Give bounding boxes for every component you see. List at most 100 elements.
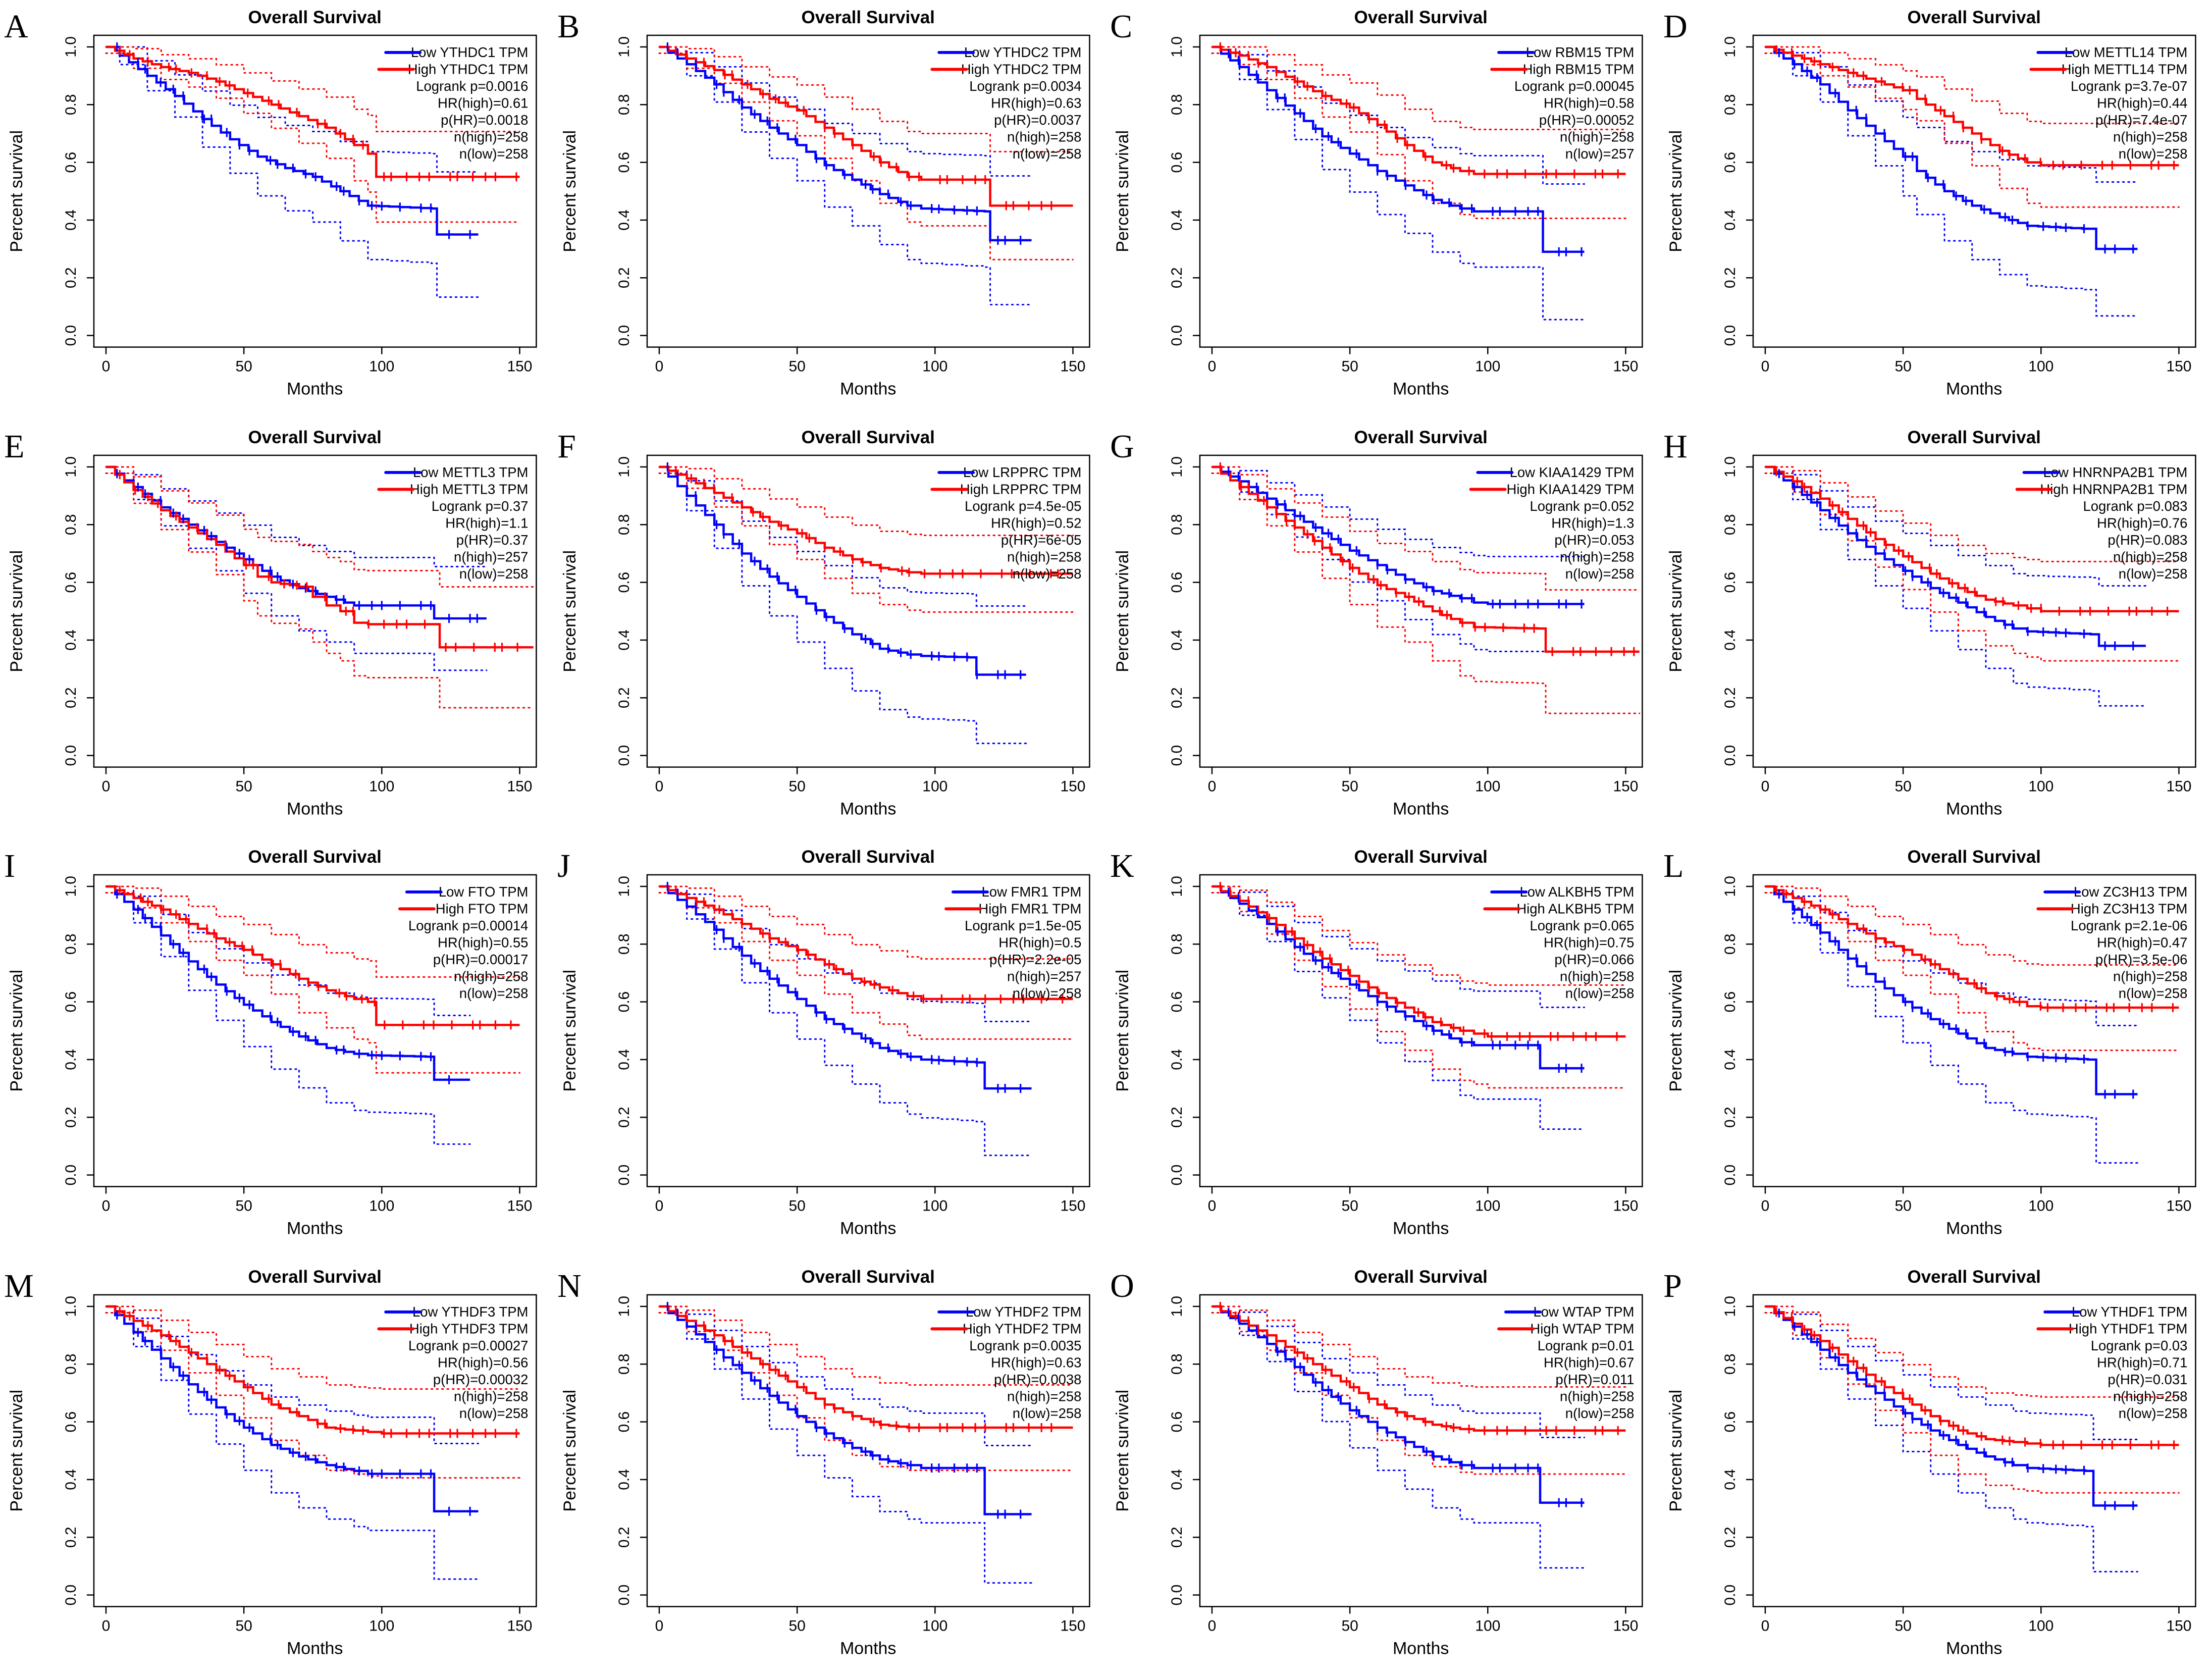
stat-line-4: n(low)=258 [459,1405,529,1421]
x-tick-label: 150 [2166,358,2191,375]
y-tick-label: 1.0 [1721,36,1738,58]
panel-title: Overall Survival [248,427,382,447]
confidence-interval-curves [1764,465,2180,707]
km-panel-O: O Overall Survival 0 50 100 150 0.0 0.2 0.4 0.6 0.… [1110,1267,1643,1658]
low-km-curve [106,45,479,236]
y-tick-label: 1.0 [1721,1296,1738,1317]
low-ci-curve [1211,1305,1586,1438]
legend-label-high: High RBM15 TPM [1523,61,1635,77]
y-axis-label: Percent survival [7,130,26,252]
stat-line-3: n(high)=257 [1007,968,1081,984]
stat-line-0: Logrank p=0.0034 [969,78,1081,94]
x-tick-label: 100 [922,1198,947,1215]
stat-line-1: HR(high)=0.58 [1544,95,1634,111]
low-ci-curve [105,46,480,173]
legend-label-high: High KIAA1429 TPM [1506,481,1634,497]
stat-line-1: HR(high)=0.52 [991,515,1081,531]
y-tick-label: 0.8 [1169,933,1185,955]
high-ci-curve [105,472,535,708]
low-km-curve [659,465,1026,676]
y-tick-label: 0.6 [1721,571,1738,593]
y-tick-label: 0.6 [63,991,79,1013]
y-tick-label: 0.0 [1721,1584,1738,1605]
high-km-curve [659,885,1073,1001]
low-ci-curve [1764,472,2146,707]
plot-box [1752,34,2196,348]
x-tick-label: 0 [1761,778,1769,795]
high-ci-curve [658,892,1074,1040]
x-tick-label: 0 [1761,1617,1769,1634]
y-tick-label: 0.6 [1721,152,1738,173]
x-tick-label: 150 [507,1198,532,1215]
y-axis-label: Percent survival [1113,550,1132,672]
x-tick-label: 150 [2166,1617,2191,1634]
censor-marks [666,42,1052,245]
x-axis-label: Months [1946,380,2002,399]
stat-line-0: Logrank p=4.5e-05 [965,498,1081,513]
y-tick-label: 0.4 [1169,1469,1185,1490]
plot-box [646,34,1090,348]
y-tick-label: 0.6 [615,571,632,593]
legend-label-low: Low YTHDC1 TPM [411,44,529,60]
low-ci-curve [105,885,471,1016]
y-tick-label: 0.2 [1721,1527,1738,1548]
y-tick-label: 1.0 [1169,456,1185,478]
high-ci-curve [658,472,1074,613]
x-tick-label: 100 [369,1198,394,1215]
y-axis-label: Percent survival [1666,970,1686,1092]
y-axis-label: Percent survival [560,130,580,252]
legend-label-high: High FMR1 TPM [978,901,1081,916]
y-tick-label: 0.8 [1169,1353,1185,1375]
x-tick-label: 100 [369,778,394,795]
high-ci-curve [1211,885,1626,986]
x-tick-label: 0 [1208,358,1217,375]
legend-label-low: Low METTL3 TPM [413,464,528,480]
x-tick-label: 150 [1613,1198,1638,1215]
censor-marks [116,885,512,1084]
y-tick-label: 1.0 [1721,876,1738,897]
y-tick-label: 0.2 [615,1527,632,1548]
y-tick-label: 1.0 [1169,1296,1185,1317]
panel-letter: A [4,8,28,45]
legend-label-high: High YTHDC2 TPM [961,61,1081,77]
y-tick-label: 0.6 [1721,991,1738,1013]
stat-line-2: p(HR)=0.066 [1554,952,1634,967]
km-panel-N: N Overall Survival 0 50 100 150 0.0 0.2 0.4 0.6 0.… [557,1267,1090,1658]
x-tick-label: 0 [1208,1617,1217,1634]
x-tick-label: 150 [1613,778,1638,795]
x-tick-label: 0 [1761,1198,1769,1215]
high-ci-curve [1764,885,2180,966]
stat-line-0: Logrank p=0.00045 [1514,78,1635,94]
x-axis-label: Months [287,799,343,818]
y-tick-label: 0.6 [615,1411,632,1432]
stat-line-4: n(low)=258 [1012,146,1081,162]
confidence-interval-curves [105,465,535,708]
stat-line-1: HR(high)=0.71 [2097,1354,2187,1370]
y-tick-label: 0.6 [1721,1411,1738,1432]
panel-letter: O [1110,1267,1134,1304]
y-axis-label: Percent survival [7,550,26,672]
x-tick-label: 0 [655,1198,663,1215]
x-tick-label: 100 [1475,1617,1500,1634]
confidence-interval-curves [1211,465,1641,714]
x-tick-label: 150 [2166,1198,2191,1215]
y-tick-label: 0.2 [1169,1107,1185,1128]
y-tick-label: 1.0 [63,876,79,897]
x-tick-label: 50 [1894,778,1911,795]
stat-line-3: n(high)=257 [454,549,528,564]
y-tick-label: 0.6 [63,1411,79,1432]
y-tick-label: 0.8 [63,514,79,535]
stat-line-0: Logrank p=0.0016 [416,78,528,94]
stat-line-0: Logrank p=2.1e-06 [2071,918,2187,933]
x-tick-label: 50 [235,778,252,795]
y-tick-label: 1.0 [615,36,632,58]
low-km-curve [1765,45,2138,250]
panel-letter: P [1663,1267,1682,1304]
censor-marks [116,468,518,652]
y-tick-label: 0.6 [615,991,632,1013]
stat-line-0: Logrank p=0.083 [2083,498,2187,513]
